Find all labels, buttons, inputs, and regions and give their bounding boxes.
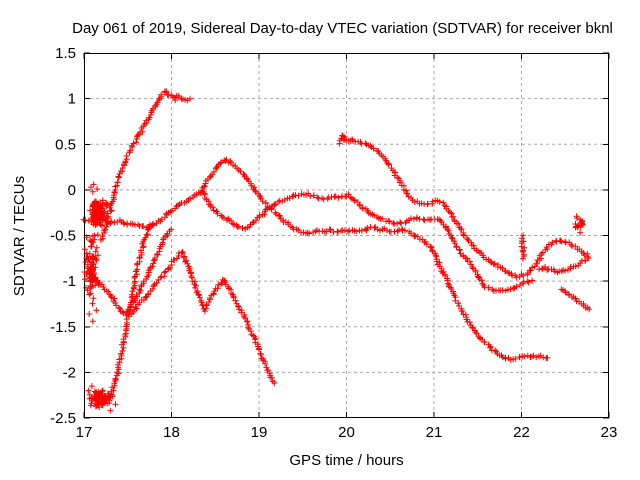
series-w-trace-descending: [128, 248, 278, 386]
svg-text:19: 19: [251, 424, 268, 441]
svg-text:-1: -1: [63, 273, 76, 290]
series-right-star-tail: [573, 213, 584, 236]
series-left-cluster-top-points: [88, 181, 101, 195]
series-spike-at-22: [518, 232, 528, 262]
svg-text:21: 21: [426, 424, 443, 441]
x-axis-label: GPS time / hours: [289, 452, 404, 469]
series-bottom-left-cluster: [86, 387, 116, 411]
svg-text:17: 17: [76, 424, 93, 441]
svg-text:-2: -2: [63, 364, 76, 381]
series-knot-lower-branch: [536, 255, 592, 276]
chart-title: Day 061 of 2019, Sidereal Day-to-day VTE…: [72, 20, 613, 37]
svg-text:0.5: 0.5: [55, 136, 76, 153]
series-rising-arc-to-peak: [97, 88, 193, 243]
svg-text:-0.5: -0.5: [50, 228, 76, 245]
svg-text:0: 0: [68, 182, 76, 199]
series-left-sparse-points: [83, 232, 100, 325]
svg-text:18: 18: [163, 424, 180, 441]
series-bottom-left-sparse: [85, 383, 119, 414]
svg-text:-2.5: -2.5: [50, 410, 76, 427]
svg-text:1.5: 1.5: [55, 45, 76, 62]
svg-text:22: 22: [513, 424, 530, 441]
svg-text:20: 20: [338, 424, 355, 441]
series-right-star-cluster: [572, 215, 586, 231]
series-main-band: [80, 188, 536, 294]
series-arc-20-peak-descent: [336, 132, 591, 281]
series-arc-18-6-and-low-band: [198, 156, 551, 363]
series-v-shaped-trace: [82, 226, 175, 319]
svg-text:23: 23: [601, 424, 618, 441]
svg-text:-1.5: -1.5: [50, 319, 76, 336]
series-right-diagonal-segment: [558, 286, 593, 313]
svg-text:1: 1: [68, 91, 76, 108]
